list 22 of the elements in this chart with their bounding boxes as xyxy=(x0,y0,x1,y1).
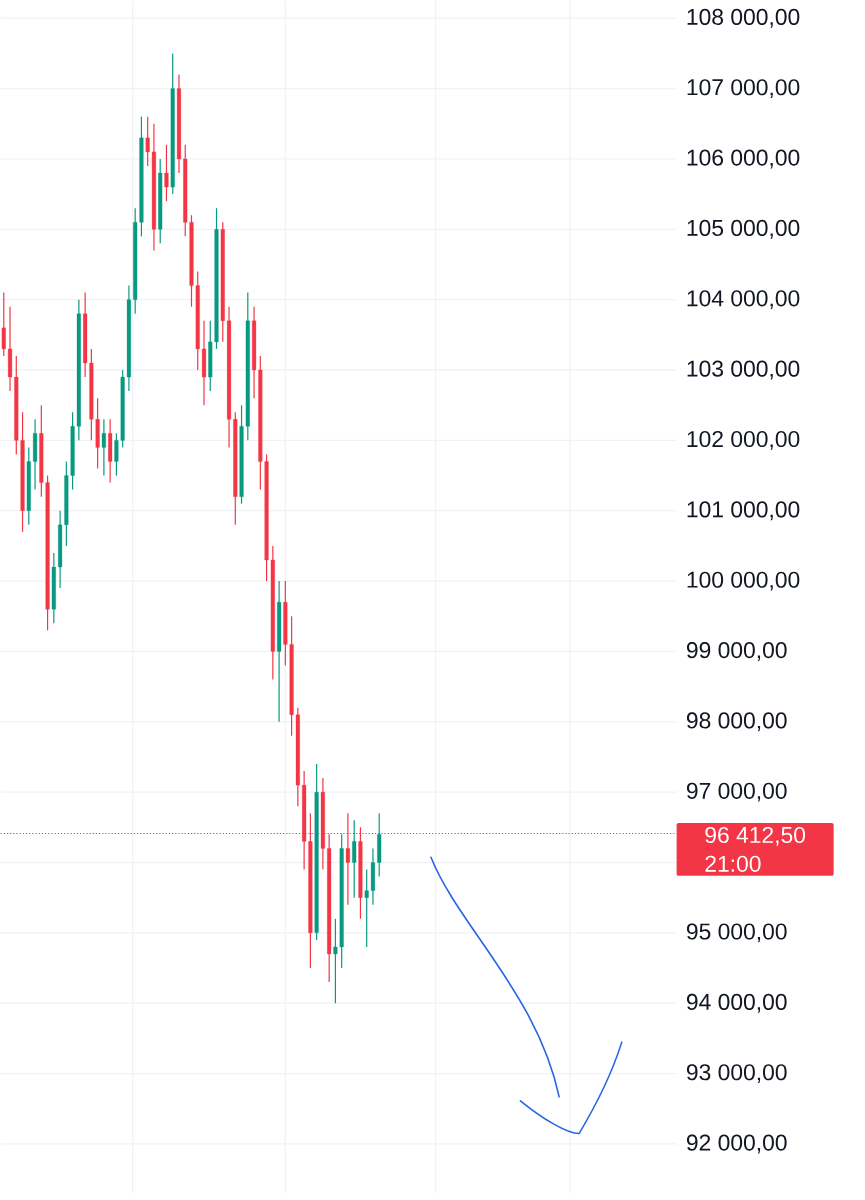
candlestick xyxy=(101,418,106,477)
y-tick-label: 95 000,00 xyxy=(686,923,787,943)
y-tick-label: 99 000,00 xyxy=(686,642,787,661)
y-tick-label: 107 000,00 xyxy=(687,79,800,99)
y-tick-label: 97 000,00 xyxy=(686,782,787,802)
y-tick-label: 102 000,00 xyxy=(687,430,800,450)
text: 21:00 xyxy=(705,855,761,872)
y-tick-label: 98 000,00 xyxy=(686,712,787,732)
candlestick xyxy=(1,292,6,357)
y-tick-label: 101 000,00 xyxy=(687,501,800,521)
y-tick-label: 103 000,00 xyxy=(687,360,800,380)
candlestick xyxy=(164,144,169,202)
candlestick xyxy=(352,819,357,899)
y-tick-label: 106 000,00 xyxy=(687,149,800,169)
y-tick-label: 92 000,00 xyxy=(686,1134,787,1154)
y-tick-label: 100 000,00 xyxy=(687,571,800,591)
ref-line-label: 96 412,50 xyxy=(705,826,805,846)
y-tick-label: 93 000,00 xyxy=(686,1064,787,1084)
y-tick-label: 94 000,00 xyxy=(686,993,787,1013)
y-tick-label: 105 000,00 xyxy=(687,219,800,239)
y-tick-label: 104 000,00 xyxy=(687,290,800,310)
y-tick-label: 108 000,00 xyxy=(687,8,800,28)
